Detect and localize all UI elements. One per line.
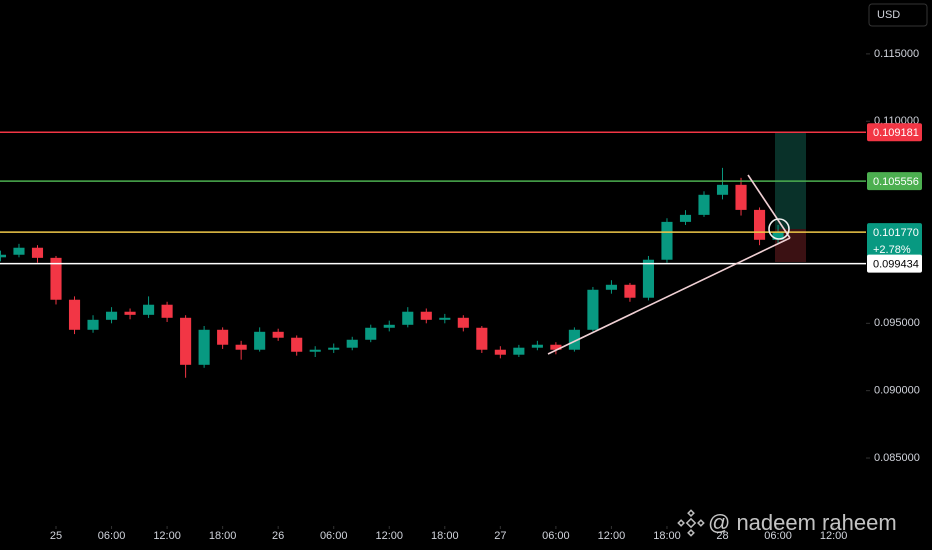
candle-body (476, 327, 488, 350)
x-tick-label: 12:00 (375, 530, 403, 542)
watermark-logo (677, 509, 705, 537)
level-label-box (867, 223, 922, 260)
level-label: 0.105556 (873, 176, 919, 188)
candle-body (217, 329, 229, 345)
candle-body (161, 304, 173, 318)
candle-body (661, 221, 673, 260)
x-tick-label: 12:00 (820, 530, 848, 542)
level-label: 0.109181 (873, 127, 919, 139)
candle-body (235, 344, 247, 350)
candle-body (439, 317, 451, 320)
level-label-box (867, 172, 922, 191)
candle-body (642, 259, 655, 298)
axes: 0.1150000.1100000.0950000.0900000.085000… (50, 48, 922, 542)
candle-body (568, 329, 580, 350)
candle-body (254, 331, 266, 350)
candle-body (124, 311, 136, 315)
candle-body (272, 331, 284, 338)
candle-body (698, 194, 710, 215)
x-tick-label: 25 (50, 530, 62, 542)
candle-body (105, 311, 118, 320)
candle-body (365, 327, 377, 340)
candle-body (494, 349, 506, 355)
x-tick-label: 06:00 (320, 530, 348, 542)
trend-line (547, 237, 791, 355)
candle-body (735, 184, 747, 210)
y-tick-label: 0.095000 (874, 317, 920, 329)
candle-body (309, 349, 321, 352)
x-tick-label: 26 (272, 530, 284, 542)
candle-body (679, 214, 692, 222)
candle-body (513, 347, 525, 355)
level-label: 0.101770 (873, 227, 919, 239)
candle-body (605, 284, 617, 290)
x-tick-label: 06:00 (764, 530, 792, 542)
x-tick-label: 06:00 (98, 530, 126, 542)
candle-body (531, 344, 543, 348)
candle-body (31, 247, 44, 258)
candle-body (716, 184, 729, 195)
x-tick-label: 12:00 (153, 530, 181, 542)
candle-body (457, 317, 469, 328)
price-axis (866, 0, 932, 550)
x-tick-label: 18:00 (209, 530, 237, 542)
candle-body (68, 299, 81, 330)
candle-body (587, 289, 599, 330)
x-tick-label: 18:00 (653, 530, 681, 542)
x-tick-label: 18:00 (431, 530, 459, 542)
candle-body (198, 329, 210, 365)
candle-body (772, 232, 784, 240)
candle-body (13, 247, 25, 255)
highlight-circle (768, 218, 790, 240)
plot-area (0, 131, 866, 378)
candle-body (346, 339, 358, 348)
candle-body (87, 319, 99, 330)
candle-body (50, 257, 62, 300)
candle-body (383, 324, 395, 328)
candle-body (328, 347, 340, 350)
currency: USD (877, 9, 900, 21)
drawings (547, 174, 791, 355)
watermark: @ nadeem raheem (677, 509, 897, 537)
candle-body (0, 254, 7, 258)
candle-body (624, 284, 636, 298)
trend-line (747, 174, 791, 239)
x-tick-label: 27 (494, 530, 506, 542)
currency-box (868, 3, 928, 27)
candle-body (420, 311, 432, 320)
x-tick-label: 28 (716, 530, 728, 542)
candle-body (402, 311, 414, 325)
candle-body (753, 209, 766, 240)
change-label: +2.78% (873, 244, 911, 256)
candle-body (143, 304, 155, 315)
level-label-box (867, 123, 922, 142)
x-tick-label: 06:00 (542, 530, 570, 542)
candle-body (291, 337, 303, 352)
level-label: 0.099434 (873, 258, 919, 270)
candle-body (550, 344, 562, 350)
y-tick-label: 0.115000 (874, 48, 919, 60)
candle-body (180, 317, 192, 365)
watermark-text: @ nadeem raheem (708, 510, 897, 535)
level-label-box (867, 254, 922, 273)
x-tick-label: 12:00 (598, 530, 626, 542)
y-tick-label: 0.085000 (874, 452, 920, 464)
y-tick-label: 0.090000 (874, 385, 920, 397)
